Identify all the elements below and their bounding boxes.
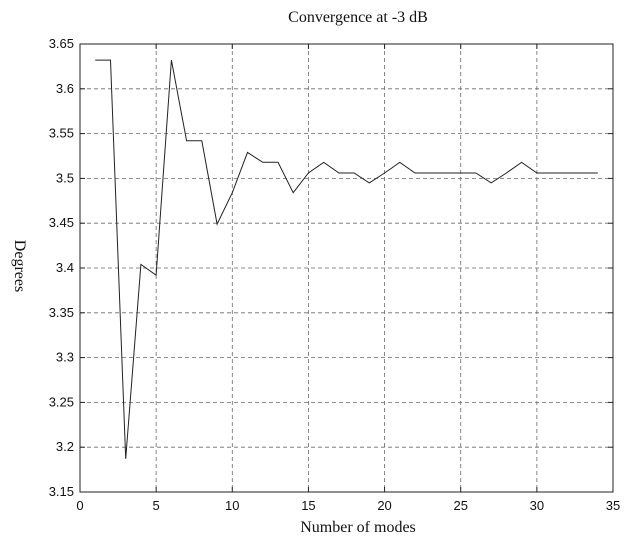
x-tick-label: 30 [530,498,544,513]
y-axis-label: Degrees [11,240,28,292]
x-axis-label: Number of modes [300,519,416,536]
y-tick-label: 3.65 [49,36,74,51]
x-tick-label: 35 [606,498,620,513]
series-line-0 [95,59,598,459]
y-tick-label: 3.3 [56,350,74,365]
y-tick-label: 3.6 [56,81,74,96]
y-tick-label: 3.25 [49,394,74,409]
y-tick-label: 3.55 [49,126,74,141]
x-tick-label: 20 [377,498,391,513]
y-tick-label: 3.2 [56,439,74,454]
x-tick-label: 5 [153,498,160,513]
grid-lines [80,44,613,492]
chart-title: Convergence at -3 dB [288,9,428,26]
y-tick-label: 3.15 [49,484,74,499]
x-axis-tick-labels: 0 5 10 15 20 25 30 35 [76,498,620,513]
x-tick-label: 25 [453,498,467,513]
x-tick-label: 0 [76,498,83,513]
y-axis-tick-labels: 3.15 3.2 3.25 3.3 3.35 3.4 3.45 3.5 3.55 3.6 3.65 [49,36,74,499]
y-tick-label: 3.35 [49,305,74,320]
x-tick-label: 10 [225,498,239,513]
x-tick-label: 15 [301,498,315,513]
y-tick-label: 3.4 [56,260,74,275]
y-tick-label: 3.45 [49,215,74,230]
y-tick-label: 3.5 [56,170,74,185]
axis-ticks [79,43,614,493]
series-group [95,59,598,459]
